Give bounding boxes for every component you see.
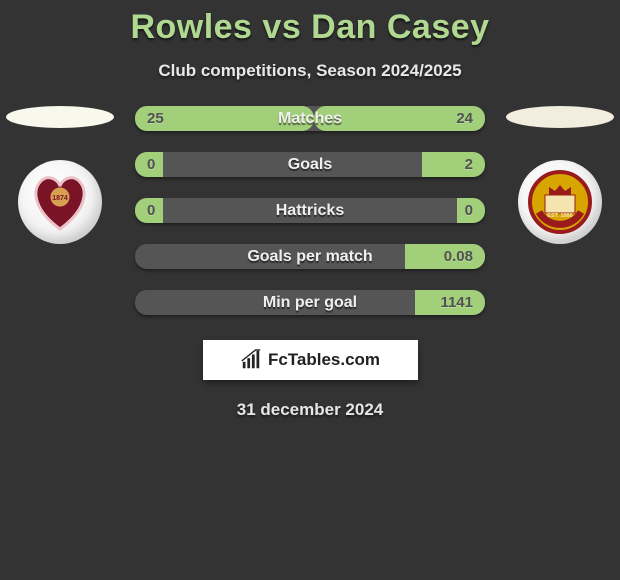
heart-badge-icon: 1874 bbox=[25, 167, 95, 237]
stat-value-right: 24 bbox=[456, 106, 473, 131]
club-badge-left: 1874 bbox=[18, 160, 102, 244]
stat-fill-right bbox=[422, 152, 485, 177]
stat-value-left: 25 bbox=[147, 106, 164, 131]
player-left-ellipse bbox=[6, 106, 114, 128]
motherwell-badge-icon: EST. 1886 bbox=[525, 167, 595, 237]
stat-value-left: 0 bbox=[147, 152, 155, 177]
player-right-block: EST. 1886 bbox=[505, 106, 615, 244]
stat-row: Matches 25 24 bbox=[135, 106, 485, 131]
stat-label: Goals bbox=[288, 156, 332, 174]
stats-list: Matches 25 24 Goals 0 2 Hattricks 0 0 Goals per m… bbox=[135, 106, 485, 315]
stat-label: Min per goal bbox=[263, 294, 357, 312]
stat-value-right: 0.08 bbox=[444, 244, 473, 269]
badge-right-year: EST. 1886 bbox=[547, 213, 572, 219]
stat-row: Goals 0 2 bbox=[135, 152, 485, 177]
stat-row: Goals per match 0.08 bbox=[135, 244, 485, 269]
stat-row: Hattricks 0 0 bbox=[135, 198, 485, 223]
date-label: 31 december 2024 bbox=[0, 400, 620, 420]
chart-icon bbox=[240, 349, 262, 371]
stat-label: Goals per match bbox=[247, 248, 372, 266]
stat-label: Hattricks bbox=[276, 202, 344, 220]
page-title: Rowles vs Dan Casey bbox=[0, 0, 620, 47]
club-badge-right: EST. 1886 bbox=[518, 160, 602, 244]
player-left-block: 1874 bbox=[5, 106, 115, 244]
stat-value-right: 1141 bbox=[440, 290, 473, 315]
brand-badge: FcTables.com bbox=[203, 340, 418, 380]
comparison-panel: 1874 EST. 1886 Matches 25 24 Goals 0 2 Hattric… bbox=[0, 106, 620, 315]
badge-left-year: 1874 bbox=[52, 195, 68, 202]
subtitle: Club competitions, Season 2024/2025 bbox=[0, 61, 620, 81]
stat-row: Min per goal 1141 bbox=[135, 290, 485, 315]
stat-value-right: 2 bbox=[465, 152, 473, 177]
stat-label: Matches bbox=[278, 110, 342, 128]
stat-value-right: 0 bbox=[465, 198, 473, 223]
player-right-ellipse bbox=[506, 106, 614, 128]
brand-text: FcTables.com bbox=[268, 350, 380, 370]
stat-value-left: 0 bbox=[147, 198, 155, 223]
